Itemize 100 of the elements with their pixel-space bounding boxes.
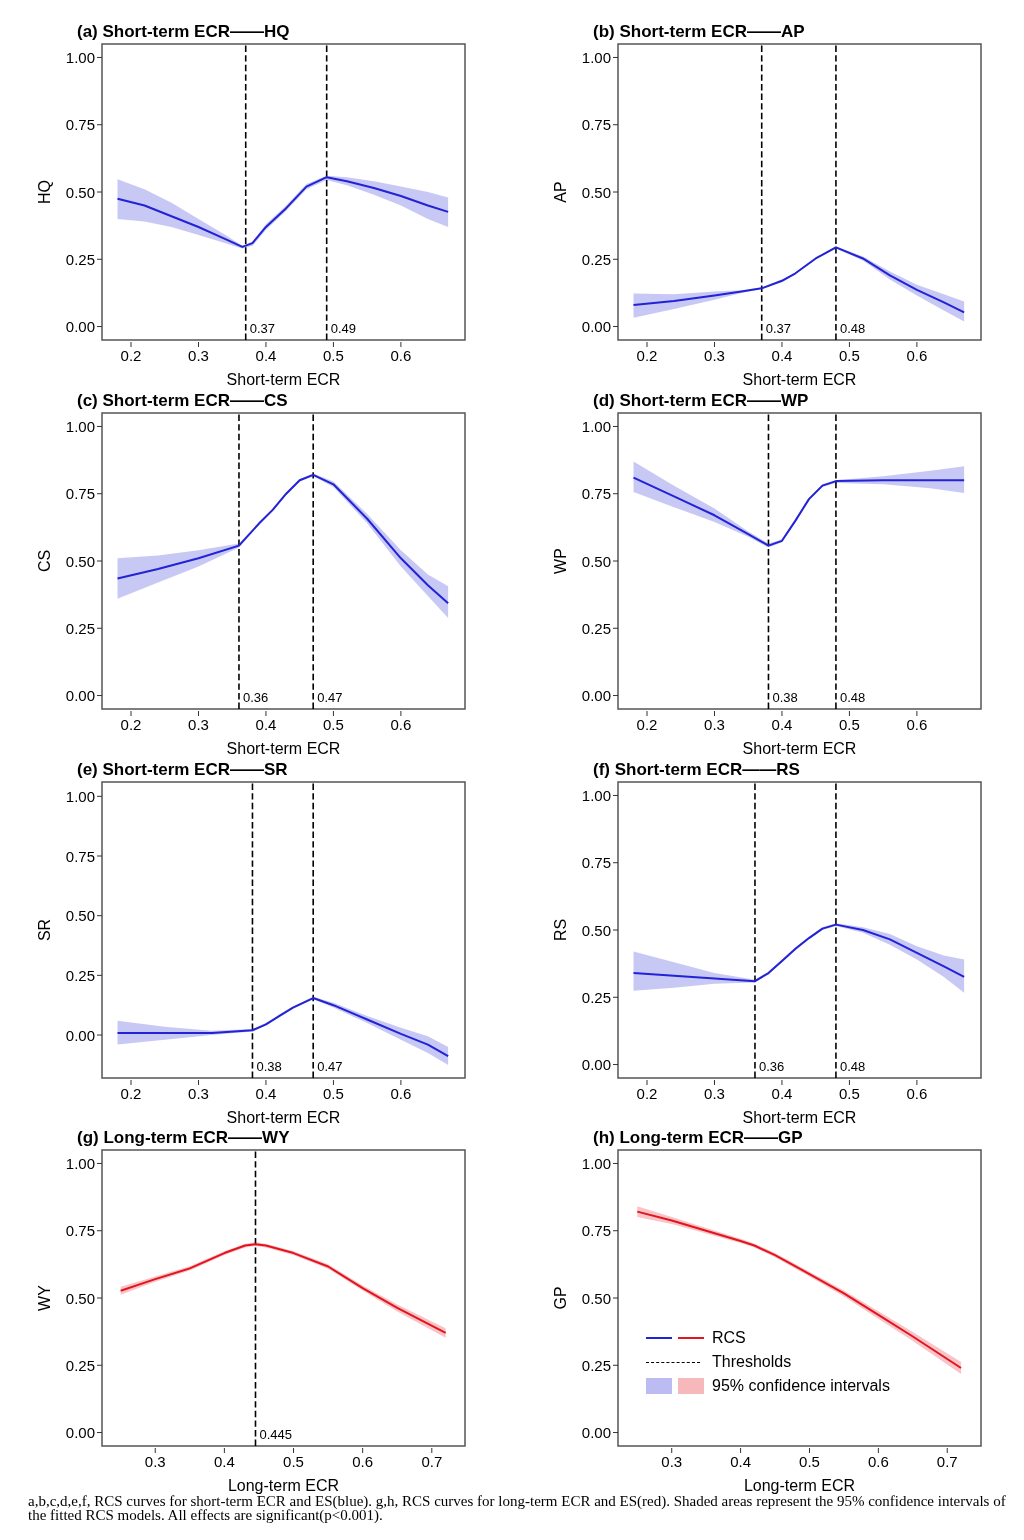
y-tick-label: 0.75: [581, 854, 611, 872]
x-tick-label: 0.4: [255, 716, 277, 733]
y-tick-label: 0.25: [581, 1356, 611, 1374]
y-tick-label: 0.75: [581, 1222, 611, 1240]
y-tick-label: 0.75: [581, 116, 611, 134]
y-axis-title: GP: [551, 1286, 569, 1310]
x-tick-label: 0.3: [188, 1085, 209, 1102]
chart-title: (c) Short-term ECR——CS: [77, 391, 288, 410]
y-tick-label: 0.50: [581, 552, 611, 570]
y-tick-label: 0.00: [65, 1026, 95, 1044]
x-tick-label: 0.6: [906, 716, 928, 733]
y-tick-label: 0.00: [581, 1056, 611, 1074]
y-axis-title: HQ: [35, 180, 53, 204]
x-tick-label: 0.2: [120, 1085, 142, 1102]
line-series: [632, 476, 966, 547]
y-tick-label: 0.25: [581, 250, 611, 268]
x-tick-label: 0.3: [704, 347, 725, 364]
annotation: Thresholds: [712, 1352, 792, 1372]
text: a,b,c,d,e,f, RCS curves for short-term ECR and ES(blue). g,h, RCS curves for long-term ECR and ES(red). Shaded areas represent the 95% confidence intervals of the fitted RCS models. All effects are significant(p<0.001).: [28, 1493, 1007, 1523]
ref-line-label: 0.47: [317, 1059, 343, 1074]
y-axis-title: CS: [35, 549, 53, 573]
y-tick-label: 0.25: [65, 619, 95, 637]
ref-line-label: 0.48: [839, 690, 866, 705]
ref-line-label: 0.47: [317, 690, 343, 705]
x-tick-label: 0.6: [906, 347, 928, 364]
x-tick-label: 0.3: [188, 347, 209, 364]
x-tick-label: 0.4: [255, 347, 277, 364]
x-tick-label: 0.4: [771, 347, 793, 364]
ref-line-label: 0.38: [256, 1059, 282, 1074]
y-tick-label: 0.50: [581, 183, 611, 201]
y-tick-label: 1.00: [581, 1154, 611, 1172]
x-tick-label: 0.2: [636, 1085, 658, 1102]
x-tick-label: 0.4: [255, 1085, 277, 1102]
x-tick-label: 0.5: [839, 1085, 860, 1102]
x-tick-label: 0.5: [323, 347, 344, 364]
y-tick-label: 0.50: [65, 1289, 95, 1307]
x-axis-title: Short-term ECR: [742, 370, 857, 388]
y-tick-label: 1.00: [65, 1154, 95, 1172]
y-tick-label: 1.00: [65, 48, 95, 66]
y-tick-label: 1.00: [581, 417, 611, 435]
y-tick-label: 1.00: [581, 48, 611, 66]
x-tick-label: 0.5: [323, 1085, 344, 1102]
y-tick-label: 0.50: [65, 552, 95, 570]
x-axis-title: Short-term ECR: [226, 739, 341, 757]
x-tick-label: 0.6: [906, 1085, 928, 1102]
y-tick-label: 0.00: [65, 687, 95, 705]
y-tick-label: 0.00: [581, 318, 611, 336]
ref-line-label: 0.48: [839, 321, 866, 336]
x-tick-label: 0.4: [771, 716, 793, 733]
x-tick-label: 0.2: [120, 347, 142, 364]
x-tick-label: 0.3: [188, 716, 209, 733]
chart-title: (e) Short-term ECR——SR: [77, 760, 288, 779]
ref-line-label: 0.37: [249, 321, 276, 336]
chart-title: (f) Short-term ECR——RS: [593, 760, 800, 779]
y-tick-label: 0.75: [65, 485, 95, 503]
y-tick-label: 0.00: [581, 1424, 611, 1442]
y-axis-title: WP: [551, 548, 569, 574]
y-axis-title: WY: [35, 1284, 53, 1311]
y-tick-label: 0.25: [65, 250, 95, 268]
x-tick-label: 0.4: [730, 1453, 752, 1470]
x-tick-label: 0.3: [704, 716, 725, 733]
y-tick-label: 0.00: [65, 1424, 95, 1442]
x-tick-label: 0.7: [936, 1453, 958, 1470]
y-tick-label: 1.00: [65, 417, 95, 435]
ref-line-label: 0.49: [330, 321, 356, 336]
ref-line-label: 0.48: [839, 1059, 866, 1074]
y-tick-label: 0.50: [65, 907, 95, 925]
x-tick-label: 0.3: [704, 1085, 725, 1102]
y-tick-label: 1.00: [581, 786, 611, 804]
x-axis-title: Short-term ECR: [742, 1108, 857, 1126]
x-tick-label: 0.4: [213, 1453, 235, 1470]
x-tick-label: 0.6: [390, 716, 412, 733]
y-tick-label: 0.50: [581, 921, 611, 939]
annotation: 95% confidence intervals: [712, 1376, 890, 1396]
x-axis-title: Short-term ECR: [742, 739, 857, 757]
x-tick-label: 0.2: [120, 716, 142, 733]
y-tick-label: 0.50: [581, 1289, 611, 1307]
x-axis-title: Short-term ECR: [226, 1108, 341, 1126]
x-tick-label: 0.6: [352, 1453, 374, 1470]
y-tick-label: 0.75: [581, 485, 611, 503]
x-tick-label: 0.5: [839, 347, 860, 364]
y-tick-label: 1.00: [65, 787, 95, 805]
y-tick-label: 0.00: [65, 318, 95, 336]
x-tick-label: 0.5: [283, 1453, 304, 1470]
x-tick-label: 0.2: [636, 716, 658, 733]
x-tick-label: 0.5: [839, 716, 860, 733]
y-tick-label: 0.25: [65, 966, 95, 984]
y-tick-label: 0.75: [65, 116, 95, 134]
y-tick-label: 0.50: [65, 183, 95, 201]
x-tick-label: 0.3: [661, 1453, 683, 1470]
x-axis-title: Long-term ECR: [743, 1476, 856, 1494]
ref-line-label: 0.36: [758, 1059, 785, 1074]
y-tick-label: 0.75: [65, 1222, 95, 1240]
ref-line-label: 0.445: [259, 1427, 293, 1442]
chart-title: (a) Short-term ECR——HQ: [77, 22, 290, 41]
chart-title: (g) Long-term ECR——WY: [77, 1128, 291, 1147]
x-axis-title: Long-term ECR: [227, 1476, 340, 1494]
x-tick-label: 0.7: [421, 1453, 443, 1470]
ref-line-label: 0.36: [242, 690, 269, 705]
ref-line-label: 0.37: [765, 321, 792, 336]
